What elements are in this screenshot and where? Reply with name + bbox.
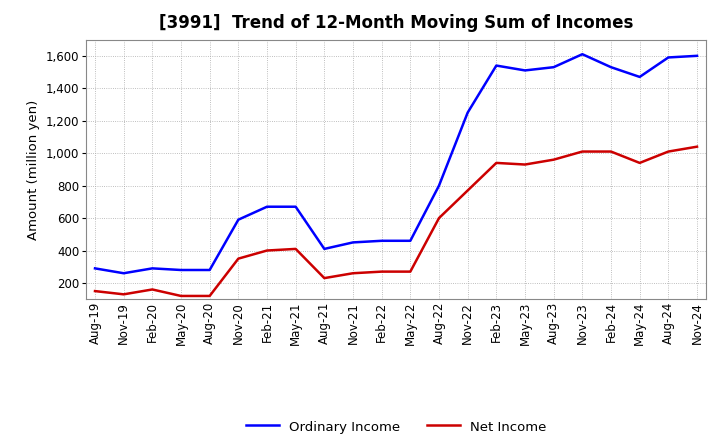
- Y-axis label: Amount (million yen): Amount (million yen): [27, 99, 40, 239]
- Ordinary Income: [607, 65, 616, 70]
- Ordinary Income: [320, 246, 328, 252]
- Net Income: [120, 292, 128, 297]
- Ordinary Income: [120, 271, 128, 276]
- Legend: Ordinary Income, Net Income: Ordinary Income, Net Income: [240, 415, 552, 439]
- Net Income: [549, 157, 558, 162]
- Ordinary Income: [664, 55, 672, 60]
- Ordinary Income: [148, 266, 157, 271]
- Line: Ordinary Income: Ordinary Income: [95, 54, 697, 273]
- Ordinary Income: [263, 204, 271, 209]
- Ordinary Income: [635, 74, 644, 80]
- Ordinary Income: [435, 183, 444, 188]
- Net Income: [176, 293, 185, 299]
- Ordinary Income: [377, 238, 386, 243]
- Net Income: [578, 149, 587, 154]
- Net Income: [292, 246, 300, 252]
- Ordinary Income: [492, 63, 500, 68]
- Ordinary Income: [521, 68, 529, 73]
- Ordinary Income: [205, 268, 214, 273]
- Net Income: [234, 256, 243, 261]
- Net Income: [377, 269, 386, 274]
- Ordinary Income: [91, 266, 99, 271]
- Net Income: [320, 275, 328, 281]
- Net Income: [492, 160, 500, 165]
- Ordinary Income: [693, 53, 701, 59]
- Net Income: [464, 188, 472, 193]
- Net Income: [91, 289, 99, 294]
- Ordinary Income: [578, 51, 587, 57]
- Net Income: [406, 269, 415, 274]
- Ordinary Income: [549, 65, 558, 70]
- Net Income: [263, 248, 271, 253]
- Net Income: [148, 287, 157, 292]
- Net Income: [348, 271, 357, 276]
- Ordinary Income: [464, 110, 472, 115]
- Net Income: [664, 149, 672, 154]
- Title: [3991]  Trend of 12-Month Moving Sum of Incomes: [3991] Trend of 12-Month Moving Sum of I…: [159, 15, 633, 33]
- Net Income: [435, 216, 444, 221]
- Ordinary Income: [176, 268, 185, 273]
- Net Income: [205, 293, 214, 299]
- Net Income: [635, 160, 644, 165]
- Ordinary Income: [348, 240, 357, 245]
- Ordinary Income: [406, 238, 415, 243]
- Net Income: [607, 149, 616, 154]
- Net Income: [521, 162, 529, 167]
- Ordinary Income: [234, 217, 243, 222]
- Ordinary Income: [292, 204, 300, 209]
- Net Income: [693, 144, 701, 149]
- Line: Net Income: Net Income: [95, 147, 697, 296]
